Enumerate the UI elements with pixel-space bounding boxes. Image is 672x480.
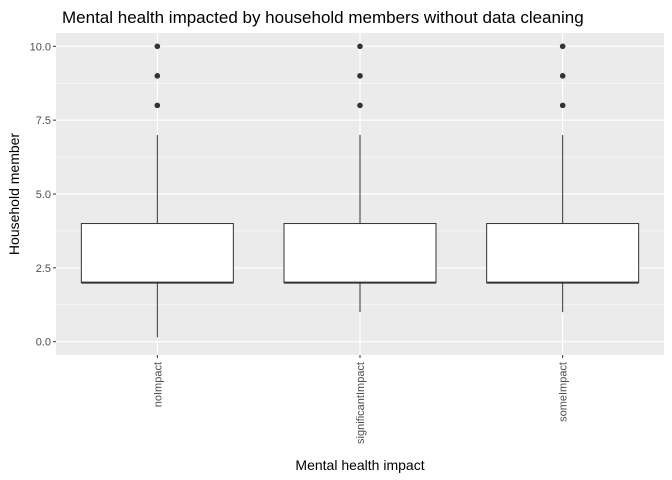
box-body (486, 223, 640, 284)
box-body (80, 223, 234, 284)
outlier-point (154, 102, 161, 109)
box-body (283, 223, 437, 284)
y-tick-label: 7.5 (36, 115, 51, 127)
outlier-point (559, 102, 566, 109)
box-significantImpact (283, 43, 437, 313)
y-tick-label: 0.0 (36, 337, 51, 349)
y-axis-title: Household member (6, 133, 22, 256)
y-tick-label: 5.0 (36, 189, 51, 201)
chart-title: Mental health impacted by household memb… (62, 8, 584, 27)
outlier-point (357, 73, 363, 79)
x-tick-label: significantImpact (355, 362, 367, 444)
y-axis: 0.0 2.5 5.0 7.5 10.0 (30, 41, 56, 349)
box-someImpact (486, 43, 640, 313)
outlier-point (559, 43, 566, 50)
box-noImpact (80, 43, 234, 338)
outlier-point (357, 102, 363, 109)
y-tick-label: 10.0 (30, 41, 51, 53)
box-series (80, 43, 640, 338)
x-axis-title: Mental health impact (295, 457, 424, 473)
outlier-point (559, 73, 566, 79)
x-tick-label: noImpact (152, 362, 164, 407)
outlier-point (154, 43, 161, 50)
y-tick-label: 2.5 (36, 263, 51, 275)
x-tick-label: someImpact (558, 362, 570, 422)
outlier-point (154, 73, 161, 79)
outlier-point (357, 43, 363, 50)
x-axis: noImpact significantImpact someImpact (152, 355, 570, 444)
